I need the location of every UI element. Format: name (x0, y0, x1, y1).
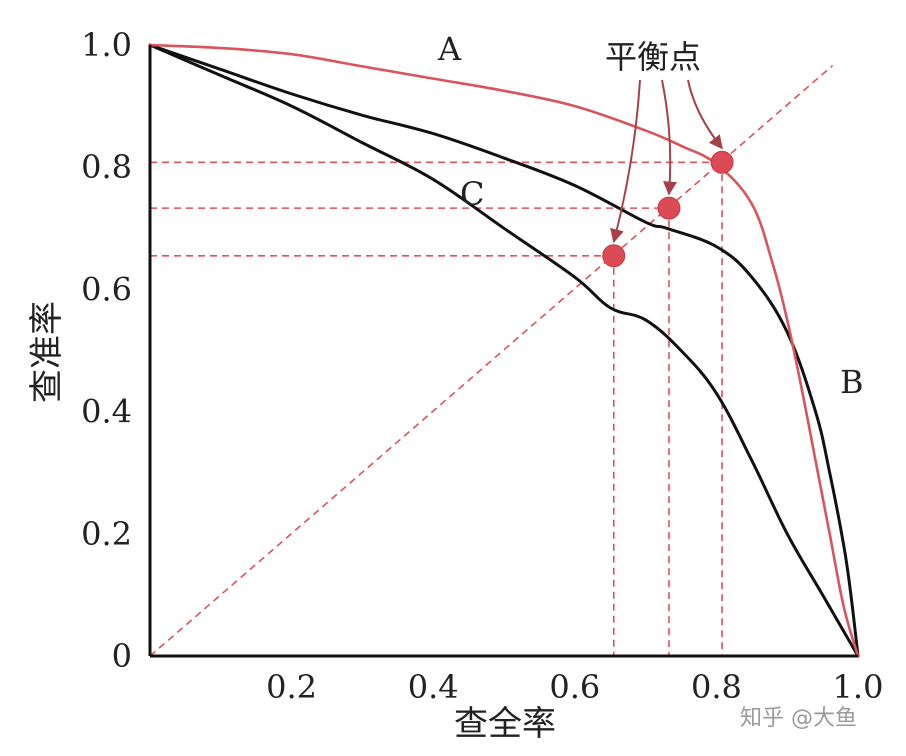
curves-layer (148, 43, 860, 658)
series-line-b (148, 43, 860, 658)
series-label-b: B (840, 363, 864, 401)
annotation-arrow (687, 79, 723, 150)
axes-layer (148, 45, 858, 658)
arrows-layer (610, 79, 723, 244)
balance-point-dot (602, 244, 626, 268)
annotation-arrow (610, 79, 641, 244)
x-tick-label: 0.2 (266, 668, 317, 706)
points-layer (602, 150, 734, 268)
ticks-layer: 0.2 0.4 0.6 0.8 1.0 0 0.2 0.4 0.6 0.8 1.0 (81, 26, 883, 706)
y-tick-label: 0.8 (81, 148, 132, 186)
y-tick-label: 0.4 (81, 393, 132, 431)
guides-layer (149, 64, 834, 657)
x-tick-label: 0.8 (691, 668, 742, 706)
annotation-arrow (661, 79, 677, 196)
balance-point-annotation: 平衡点 (605, 38, 701, 76)
x-tick-label: 0.6 (549, 668, 600, 706)
balance-point-dot (657, 196, 681, 220)
y-axis-label: 查准率 (27, 301, 67, 403)
y-tick-label: 0 (112, 637, 132, 675)
series-line-a (148, 43, 860, 658)
series-label-c: C (460, 175, 484, 213)
diagonal-guide-line (149, 64, 834, 657)
series-line-c (148, 43, 860, 658)
watermark: 知乎 @大鱼 (740, 706, 857, 731)
y-tick-label: 0.6 (81, 270, 132, 308)
balance-point-dot (710, 150, 734, 174)
y-tick-label: 0.2 (81, 515, 132, 553)
x-tick-label: 1.0 (833, 668, 884, 706)
x-axis-label: 查全率 (454, 704, 556, 744)
x-tick-label: 0.4 (408, 668, 459, 706)
series-label-a: A (437, 30, 462, 68)
y-tick-label: 1.0 (81, 26, 132, 64)
